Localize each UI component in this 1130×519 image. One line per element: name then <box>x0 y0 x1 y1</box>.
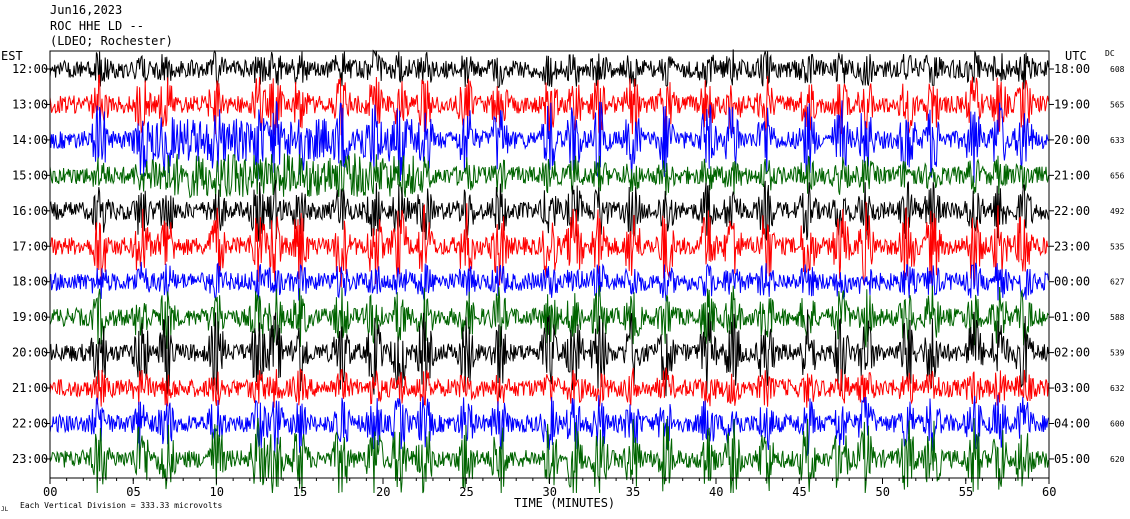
dc-value: 588 <box>1110 313 1125 322</box>
utc-label: 03:00 <box>1054 381 1090 395</box>
x-tick-label: 50 <box>876 485 890 499</box>
utc-label: 01:00 <box>1054 310 1090 324</box>
trace-row-1600 <box>49 179 1049 242</box>
est-label: 17:00 <box>12 239 48 253</box>
est-label: 14:00 <box>12 133 48 147</box>
x-tick-label: 00 <box>43 485 57 499</box>
est-label: 16:00 <box>12 204 48 218</box>
x-tick-label: 55 <box>959 485 973 499</box>
dc-value: 608 <box>1110 65 1125 74</box>
vertical-division-note: Each Vertical Division = 333.33 microvol… <box>20 501 222 510</box>
utc-label: 23:00 <box>1054 239 1090 253</box>
est-axis-label: EST <box>1 49 23 63</box>
dc-value: 535 <box>1110 242 1125 251</box>
dc-value: 633 <box>1110 136 1125 145</box>
trace-layer <box>49 49 1049 494</box>
x-axis-ticks: 00 05 10 15 20 25 30 35 40 45 50 55 60 <box>43 478 1056 499</box>
trace-row-2000 <box>49 309 1049 398</box>
x-tick-label: 10 <box>210 485 224 499</box>
dc-value: 627 <box>1110 278 1125 287</box>
est-label: 15:00 <box>12 168 48 182</box>
utc-label: 18:00 <box>1054 62 1090 76</box>
est-label: 20:00 <box>12 346 48 360</box>
network-name: (LDEO; Rochester) <box>50 34 173 48</box>
dc-header: DC <box>1105 49 1115 58</box>
utc-label: 00:00 <box>1054 275 1090 289</box>
x-tick-label: 60 <box>1042 485 1056 499</box>
est-label: 22:00 <box>12 417 48 431</box>
dc-value: 565 <box>1110 101 1125 110</box>
trace-row-1900 <box>49 285 1049 349</box>
dc-value: 600 <box>1110 420 1125 429</box>
est-label: 19:00 <box>12 310 48 324</box>
utc-axis-label: UTC <box>1065 49 1087 63</box>
utc-label: 04:00 <box>1054 417 1090 431</box>
x-tick-label: 25 <box>459 485 473 499</box>
chart-date: Jun16,2023 <box>50 3 123 17</box>
x-tick-label: 45 <box>792 485 806 499</box>
utc-label: 22:00 <box>1054 204 1090 218</box>
dc-value: 539 <box>1110 349 1125 358</box>
utc-label: 05:00 <box>1054 452 1090 466</box>
est-label: 23:00 <box>12 452 48 466</box>
corner-mark: JL <box>1 506 9 513</box>
x-axis-title: TIME (MINUTES) <box>514 496 615 510</box>
utc-label: 20:00 <box>1054 133 1090 147</box>
utc-label: 19:00 <box>1054 98 1090 112</box>
trace-row-1500 <box>49 153 1049 199</box>
est-label: 21:00 <box>12 381 48 395</box>
trace-row-1200 <box>49 49 1049 90</box>
x-tick-label: 20 <box>376 485 390 499</box>
trace-row-1400 <box>49 100 1049 183</box>
est-label: 18:00 <box>12 275 48 289</box>
trace-row-2100 <box>49 367 1049 408</box>
dc-value: 656 <box>1110 171 1125 180</box>
dc-value: 492 <box>1110 207 1125 216</box>
utc-label: 21:00 <box>1054 168 1090 182</box>
trace-row-1800 <box>49 261 1049 302</box>
row-labels: 12:00 18:00 608 13:00 19:00 565 14:00 20:00 633 1… <box>12 62 1125 466</box>
utc-label: 02:00 <box>1054 346 1090 360</box>
dc-value: 620 <box>1110 455 1125 464</box>
dc-value: 632 <box>1110 384 1125 393</box>
x-tick-label: 40 <box>709 485 723 499</box>
x-tick-label: 35 <box>626 485 640 499</box>
est-label: 13:00 <box>12 98 48 112</box>
trace-row-2200 <box>49 394 1049 456</box>
x-tick-label: 05 <box>126 485 140 499</box>
x-tick-label: 15 <box>293 485 307 499</box>
x-tick-label: 30 <box>543 485 557 499</box>
station-id: ROC HHE LD -- <box>50 19 144 33</box>
est-label: 12:00 <box>12 62 48 76</box>
trace-row-1700 <box>49 201 1049 288</box>
